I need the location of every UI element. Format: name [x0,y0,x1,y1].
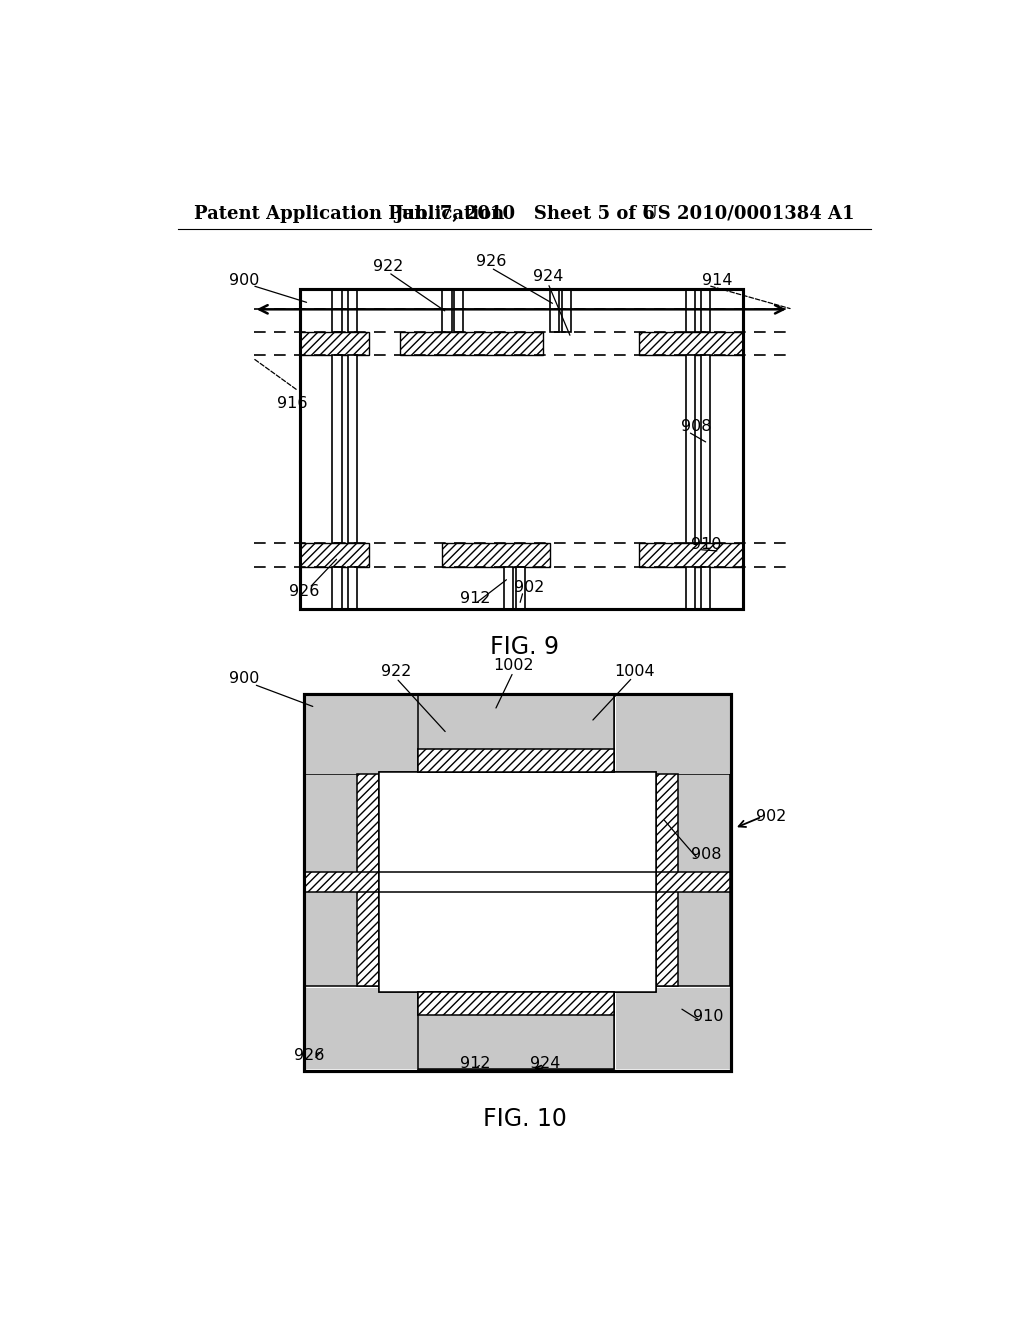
Bar [357,775,379,986]
Bar [305,987,418,1069]
Bar [418,993,614,1069]
Text: Jan. 7, 2010   Sheet 5 of 6: Jan. 7, 2010 Sheet 5 of 6 [394,205,655,223]
Bar [562,289,571,331]
Bar [300,289,742,609]
Bar [686,355,695,544]
Text: 914: 914 [702,272,732,288]
Text: 1002: 1002 [493,659,534,673]
Text: FIG. 10: FIG. 10 [483,1107,566,1131]
Bar [305,873,379,892]
Bar [305,775,379,986]
Bar [550,289,559,331]
Bar [400,331,543,355]
Bar [300,289,742,609]
Text: 922: 922 [381,664,412,680]
Text: 910: 910 [693,1008,723,1024]
Text: 908: 908 [691,847,722,862]
Text: 922: 922 [374,259,403,273]
Bar [701,355,711,544]
Text: 924: 924 [532,269,563,285]
Bar [701,289,711,331]
Bar [418,993,614,1015]
Bar [701,566,711,609]
Bar [305,696,379,775]
Bar [615,696,730,775]
Bar [442,544,550,566]
Bar [418,993,614,1015]
Bar [418,993,614,1069]
Bar [333,355,342,544]
Bar [300,544,370,566]
Bar [300,331,370,355]
Text: 924: 924 [529,1056,560,1072]
Bar [304,693,731,1071]
Bar [304,693,731,1071]
Bar [418,748,614,772]
Bar [442,289,452,331]
Bar [639,544,742,566]
Bar [515,566,524,609]
Text: 902: 902 [514,579,545,595]
Bar [656,775,730,986]
Text: 1004: 1004 [614,664,655,678]
Bar [454,289,463,331]
Bar [333,289,342,331]
Bar [615,987,730,1069]
Text: 926: 926 [476,253,506,269]
Text: 912: 912 [460,1056,490,1072]
Bar [379,873,656,892]
Bar [333,566,342,609]
Bar [305,696,418,775]
Bar [379,772,656,993]
Text: 900: 900 [229,272,260,288]
Bar [418,696,614,772]
Bar [418,696,614,772]
Text: 910: 910 [691,537,722,553]
Bar [639,331,742,355]
Text: US 2010/0001384 A1: US 2010/0001384 A1 [642,205,854,223]
Text: Patent Application Publication: Patent Application Publication [194,205,504,223]
Text: 916: 916 [278,396,307,411]
Text: 908: 908 [681,418,712,434]
Bar [418,748,614,772]
Text: 900: 900 [229,672,260,686]
Bar [504,566,513,609]
Bar [686,566,695,609]
Text: 912: 912 [460,591,490,606]
Bar [379,873,656,892]
Bar [348,355,357,544]
Bar [686,289,695,331]
Text: 902: 902 [756,809,786,824]
Bar [348,566,357,609]
Bar [348,289,357,331]
Bar [379,772,656,993]
Bar [656,873,730,892]
Bar [656,775,678,986]
Bar [304,693,731,1071]
Text: FIG. 9: FIG. 9 [490,635,559,660]
Text: 926: 926 [294,1048,325,1063]
Text: 926: 926 [289,585,319,599]
